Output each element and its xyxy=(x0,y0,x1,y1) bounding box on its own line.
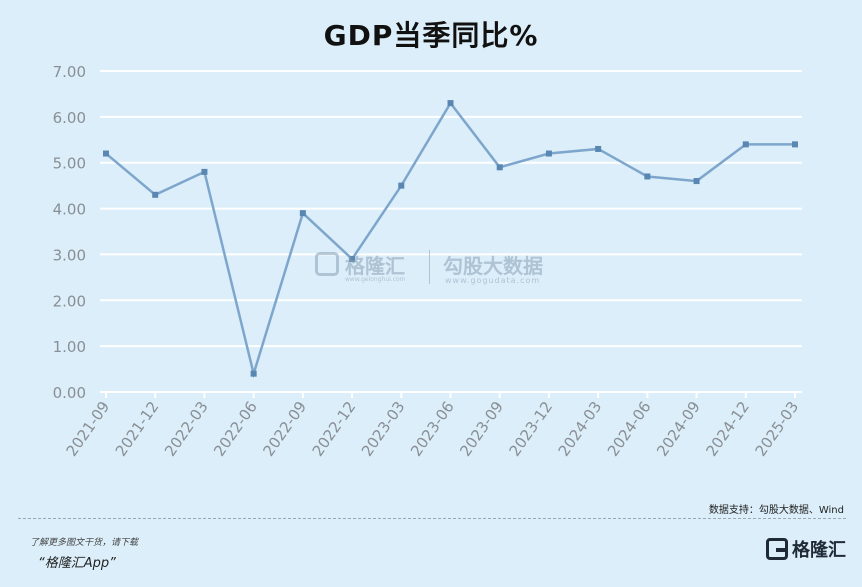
data-point xyxy=(447,100,454,107)
watermark-url-left: www.gelonghui.com xyxy=(345,276,406,283)
footer-divider xyxy=(18,518,846,519)
logo-icon xyxy=(766,538,788,560)
data-point xyxy=(693,178,700,185)
y-tick-label: 0.00 xyxy=(53,384,86,402)
x-tick-label: 2023-06 xyxy=(407,398,458,460)
x-tick-label: 2024-06 xyxy=(604,398,655,460)
data-point xyxy=(742,141,749,148)
x-tick-label: 2024-12 xyxy=(702,398,753,460)
x-tick-label: 2023-09 xyxy=(456,398,507,460)
promo-text: 了解更多图文干货，请下载 xyxy=(30,538,139,548)
data-point xyxy=(644,173,651,180)
watermark-logo-icon xyxy=(315,252,339,276)
data-point xyxy=(299,210,306,217)
line-chart: 0.001.002.003.004.005.006.007.002021-092… xyxy=(53,63,803,460)
y-tick-label: 4.00 xyxy=(53,201,86,219)
data-point xyxy=(398,182,405,189)
data-point xyxy=(152,191,159,198)
data-point xyxy=(792,141,798,148)
watermark: 格隆汇 勾股大数据 www.gelonghui.com www.gogudata… xyxy=(315,248,555,288)
y-tick-label: 7.00 xyxy=(53,63,86,81)
x-tick-label: 2023-12 xyxy=(506,398,557,460)
x-tick-label: 2022-09 xyxy=(259,398,310,460)
x-tick-label: 2021-09 xyxy=(63,398,114,460)
data-point xyxy=(201,168,208,175)
x-tick-label: 2021-12 xyxy=(112,398,163,460)
x-tick-label: 2024-09 xyxy=(653,398,704,460)
x-tick-label: 2022-03 xyxy=(161,398,212,460)
y-tick-label: 6.00 xyxy=(53,109,86,127)
data-point xyxy=(103,150,109,157)
data-point xyxy=(349,256,356,263)
y-tick-label: 1.00 xyxy=(53,338,86,356)
data-point xyxy=(595,145,602,152)
chart-title: GDP当季同比% xyxy=(323,19,539,52)
series-line xyxy=(105,100,795,379)
x-tick-label: 2024-03 xyxy=(555,398,606,460)
y-tick-label: 3.00 xyxy=(53,246,86,264)
promo-app-name: “格隆汇App” xyxy=(38,556,116,571)
data-point xyxy=(250,370,257,377)
x-tick-label: 2022-06 xyxy=(210,398,261,460)
data-point xyxy=(496,164,503,171)
logo-text: 格隆汇 xyxy=(792,540,846,561)
watermark-separator xyxy=(429,250,430,284)
watermark-brand-right: 勾股大数据 xyxy=(443,254,543,278)
watermark-brand-left: 格隆汇 xyxy=(345,254,405,278)
data-source: 数据支持：勾股大数据、Wind xyxy=(708,505,844,516)
watermark-url-right: www.gogudata.com xyxy=(445,276,541,285)
y-tick-label: 5.00 xyxy=(53,155,86,173)
y-tick-label: 2.00 xyxy=(53,292,86,310)
data-point xyxy=(545,150,552,157)
x-tick-label: 2022-12 xyxy=(309,398,360,460)
x-tick-label: 2025-03 xyxy=(752,398,803,460)
brand-logo: 格隆汇 xyxy=(766,536,846,580)
x-tick-label: 2023-03 xyxy=(358,398,409,460)
